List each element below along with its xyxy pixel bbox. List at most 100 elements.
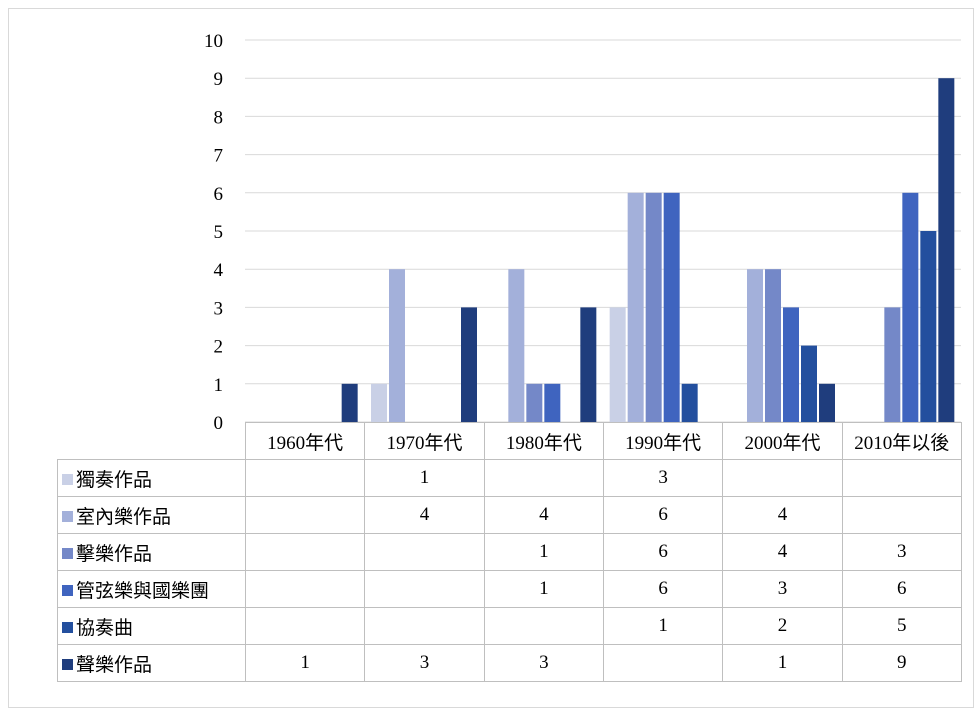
bar-4-1 xyxy=(747,269,763,422)
gridlines xyxy=(245,39,961,423)
bar-2-1 xyxy=(508,269,525,422)
table-cell: 9 xyxy=(841,644,962,682)
bars xyxy=(341,78,955,422)
chart-frame: 0 1 2 3 4 5 6 7 8 9 10 1960年代 1970年代 1980年代 1990年代 200… xyxy=(8,8,974,708)
bar-4-5 xyxy=(819,383,835,422)
x-category-label: 2000年代 xyxy=(722,422,843,460)
table-cell: 1 xyxy=(722,644,843,682)
series-name: 協奏曲 xyxy=(76,617,134,639)
table-cell: 3 xyxy=(364,644,485,682)
series-legend-cell: 室內樂作品 xyxy=(57,496,246,534)
legend-swatch xyxy=(62,510,73,522)
bar-1-5 xyxy=(461,307,477,422)
table-cell: 4 xyxy=(364,496,485,534)
bar-4-4 xyxy=(801,345,817,422)
bar-5-2 xyxy=(884,307,901,422)
bar-2-3 xyxy=(544,383,561,422)
table-header-row: 1960年代 1970年代 1980年代 1990年代 2000年代 2010年以後 xyxy=(57,422,962,460)
table-cell xyxy=(244,607,366,645)
table-cell: 1 xyxy=(483,570,604,608)
table-cell: 6 xyxy=(602,533,724,571)
table-cell: 1 xyxy=(602,607,724,645)
table-row: 管弦樂與國樂團 1 6 3 6 xyxy=(57,570,962,608)
y-tick-label: 2 xyxy=(214,337,224,358)
legend-swatch xyxy=(62,473,73,485)
table-row: 擊樂作品 1 6 4 3 xyxy=(57,533,962,571)
table-cell xyxy=(483,459,604,497)
table-cell: 3 xyxy=(602,459,724,497)
table-cell: 4 xyxy=(722,533,843,571)
bar-0-5 xyxy=(341,383,358,422)
series-name: 擊樂作品 xyxy=(76,543,153,565)
y-tick-label: 6 xyxy=(214,184,224,205)
table-cell xyxy=(244,496,366,534)
x-category-label: 2010年以後 xyxy=(841,422,962,460)
table-cell xyxy=(244,570,366,608)
table-cell xyxy=(602,644,724,682)
table-cell xyxy=(841,496,962,534)
table-row: 室內樂作品 4 4 6 4 xyxy=(57,496,962,534)
series-name: 管弦樂與國樂團 xyxy=(76,580,210,602)
table-cell xyxy=(364,570,485,608)
y-tick-label: 7 xyxy=(214,146,224,167)
series-name: 聲樂作品 xyxy=(76,654,153,676)
table-cell: 4 xyxy=(722,496,843,534)
y-tick-label: 10 xyxy=(204,31,223,52)
table-cell xyxy=(244,533,366,571)
bar-3-1 xyxy=(627,192,644,422)
bar-1-0 xyxy=(371,383,387,422)
legend-swatch xyxy=(62,584,73,596)
series-legend-cell: 獨奏作品 xyxy=(57,459,246,497)
table-row: 獨奏作品 1 3 xyxy=(57,459,962,497)
table-cell: 3 xyxy=(722,570,843,608)
table-row: 協奏曲 1 2 5 xyxy=(57,607,962,645)
bar-5-4 xyxy=(920,231,937,422)
table-corner xyxy=(57,422,246,460)
x-category-label: 1960年代 xyxy=(244,422,366,460)
series-legend-cell: 擊樂作品 xyxy=(57,533,246,571)
y-tick-label: 8 xyxy=(214,107,224,128)
bar-3-2 xyxy=(645,192,662,422)
x-category-label: 1970年代 xyxy=(364,422,485,460)
table-cell: 2 xyxy=(722,607,843,645)
bar-2-5 xyxy=(580,307,597,422)
table-cell xyxy=(244,459,366,497)
series-legend-cell: 管弦樂與國樂團 xyxy=(57,570,246,608)
x-category-label: 1980年代 xyxy=(483,422,604,460)
table-cell: 4 xyxy=(483,496,604,534)
bar-3-3 xyxy=(663,192,680,422)
table-row: 聲樂作品 1 3 3 1 9 xyxy=(57,644,962,682)
table-cell: 6 xyxy=(602,570,724,608)
table-cell: 1 xyxy=(244,644,366,682)
y-tick-label: 5 xyxy=(214,222,224,243)
table-cell: 6 xyxy=(602,496,724,534)
table-cell: 3 xyxy=(483,644,604,682)
table-cell xyxy=(364,607,485,645)
series-legend-cell: 聲樂作品 xyxy=(57,644,246,682)
table-cell xyxy=(364,533,485,571)
bar-3-4 xyxy=(681,383,698,422)
table-cell xyxy=(841,459,962,497)
y-tick-label: 1 xyxy=(214,375,224,396)
table-cell: 1 xyxy=(364,459,485,497)
bar-3-0 xyxy=(609,307,626,422)
series-legend-cell: 協奏曲 xyxy=(57,607,246,645)
series-name: 獨奏作品 xyxy=(76,469,153,491)
table-cell xyxy=(722,459,843,497)
table-cell: 3 xyxy=(841,533,962,571)
bar-5-3 xyxy=(902,192,919,422)
bar-4-3 xyxy=(783,307,799,422)
bar-2-2 xyxy=(526,383,543,422)
bar-5-5 xyxy=(938,78,955,422)
table-cell xyxy=(483,607,604,645)
series-name: 室內樂作品 xyxy=(76,506,172,528)
y-tick-label: 4 xyxy=(214,260,224,281)
y-tick-label: 3 xyxy=(214,298,224,319)
table-cell: 1 xyxy=(483,533,604,571)
y-tick-label: 9 xyxy=(214,69,224,90)
data-table: 1960年代 1970年代 1980年代 1990年代 2000年代 2010年以後 獨奏作… xyxy=(57,422,962,682)
bar-1-1 xyxy=(389,269,405,422)
table-cell: 5 xyxy=(841,607,962,645)
